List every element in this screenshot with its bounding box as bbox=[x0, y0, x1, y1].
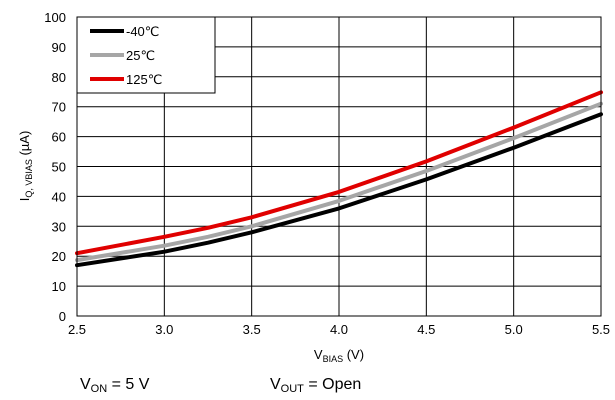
legend-label-125: 125℃ bbox=[126, 72, 162, 87]
legend: -40℃ 25℃ 125℃ bbox=[76, 16, 216, 94]
series-layer bbox=[75, 90, 603, 268]
y-tick-label: 60 bbox=[52, 130, 66, 145]
y-tick-label: 90 bbox=[52, 40, 66, 55]
y-tick-label: 70 bbox=[52, 100, 66, 115]
y-tick-label: 20 bbox=[52, 249, 66, 264]
x-tick-label: 4.0 bbox=[330, 322, 348, 337]
series-line-neg40 bbox=[75, 112, 603, 268]
x-tick-label: 5.5 bbox=[592, 322, 610, 337]
y-tick-label: 10 bbox=[52, 279, 66, 294]
legend-label-neg40: -40℃ bbox=[126, 24, 159, 39]
x-tick-labels: 2.5 3.0 3.5 4.0 4.5 5.0 5.5 bbox=[68, 322, 610, 337]
y-tick-label: 40 bbox=[52, 189, 66, 204]
x-tick-label: 3.0 bbox=[155, 322, 173, 337]
y-tick-label: 100 bbox=[44, 10, 66, 25]
x-tick-label: 4.5 bbox=[417, 322, 435, 337]
series-line-125 bbox=[75, 90, 603, 256]
legend-label-25: 25℃ bbox=[126, 48, 155, 63]
y-tick-label: 80 bbox=[52, 70, 66, 85]
y-tick-labels: 0 10 20 30 40 50 60 70 80 90 100 bbox=[44, 10, 66, 324]
x-tick-label: 2.5 bbox=[68, 322, 86, 337]
y-tick-label: 0 bbox=[59, 309, 66, 324]
plot-frame bbox=[76, 16, 602, 317]
condition-von: VON = 5 V bbox=[80, 376, 150, 395]
y-tick-label: 50 bbox=[52, 160, 66, 175]
y-tick-label: 30 bbox=[52, 219, 66, 234]
x-tick-label: 5.0 bbox=[505, 322, 523, 337]
y-axis-title: IQ, VBIAS (µA) bbox=[17, 131, 34, 202]
condition-vout: VOUT = Open bbox=[270, 376, 362, 395]
x-axis-title: VBIAS (V) bbox=[314, 347, 364, 364]
x-tick-label: 3.5 bbox=[243, 322, 261, 337]
series-line-25 bbox=[75, 101, 603, 263]
